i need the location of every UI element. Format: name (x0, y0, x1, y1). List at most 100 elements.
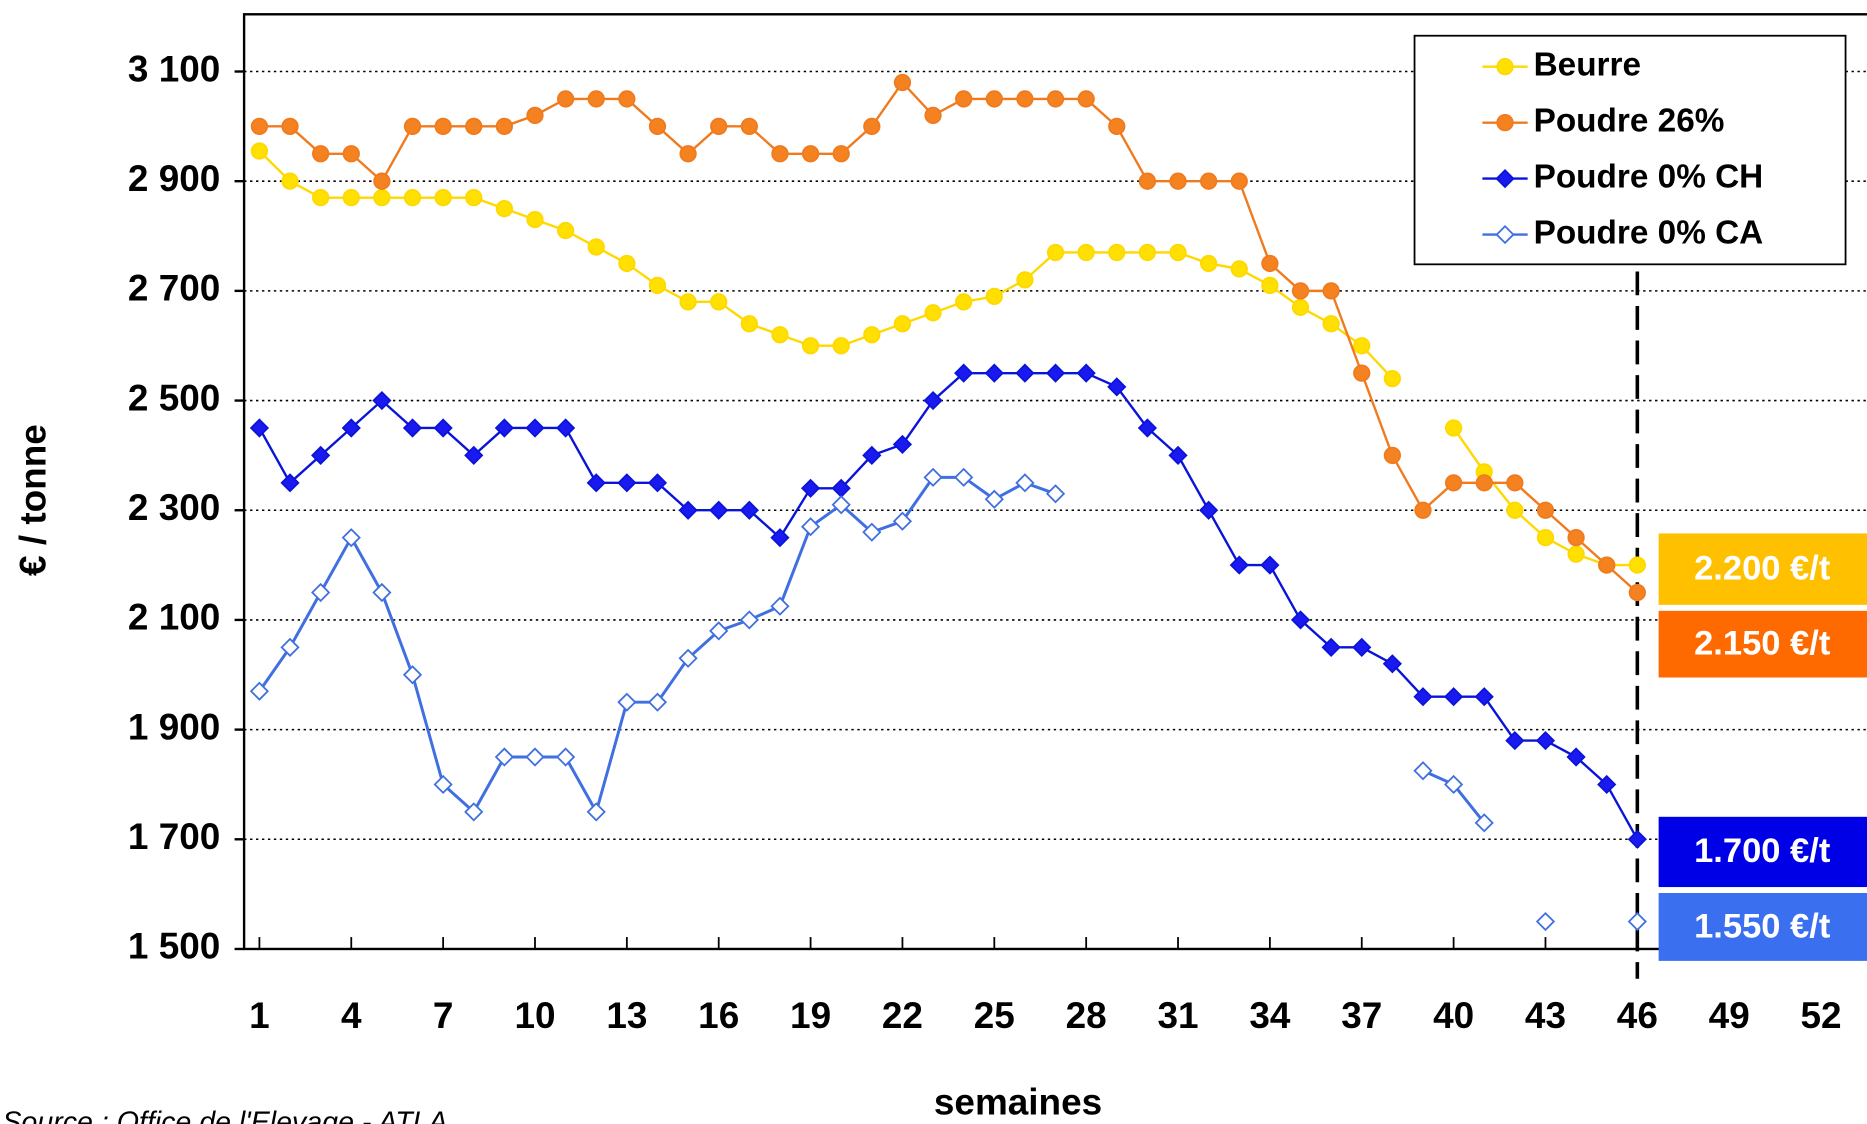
point (770, 596, 790, 616)
point (1016, 90, 1034, 108)
point (955, 90, 973, 108)
point (1413, 687, 1433, 707)
x-tick-label: 34 (1249, 995, 1291, 1036)
x-tick-label: 13 (606, 995, 647, 1036)
point (1077, 90, 1095, 108)
point (312, 189, 330, 207)
point (1169, 243, 1187, 262)
x-tick-label: 46 (1617, 995, 1658, 1036)
point (740, 117, 758, 135)
point (985, 90, 1003, 108)
point (1199, 500, 1219, 520)
point (495, 117, 514, 135)
point (800, 517, 821, 537)
point (832, 145, 850, 163)
point (1414, 501, 1432, 519)
point (494, 418, 514, 438)
point (617, 473, 637, 493)
end-label: 2.150 €/t (1694, 624, 1831, 662)
point (525, 747, 545, 767)
point (1628, 556, 1646, 574)
point (1168, 445, 1188, 465)
point (280, 473, 300, 493)
y-tick-label: 2 100 (128, 597, 220, 638)
point (770, 528, 790, 548)
point (832, 337, 850, 355)
point (1260, 555, 1280, 575)
x-tick-label: 10 (514, 995, 555, 1036)
point (1474, 813, 1494, 833)
point (739, 610, 759, 630)
point (556, 418, 576, 438)
point (617, 692, 637, 712)
point (281, 172, 299, 190)
end-label: 1.700 €/t (1694, 832, 1831, 870)
y-axis-title: € / tonne (12, 424, 53, 576)
end-label-box (1658, 610, 1867, 678)
point (1322, 315, 1340, 333)
x-tick-label: 49 (1709, 995, 1750, 1036)
point (800, 478, 821, 498)
point (893, 315, 912, 333)
series-line (259, 80, 1639, 594)
y-tick-label: 3 100 (128, 48, 220, 89)
point (341, 418, 361, 438)
point (831, 495, 851, 515)
point (403, 117, 422, 135)
y-tick-label: 2 700 (128, 268, 220, 309)
end-label: 1.550 €/t (1694, 907, 1831, 945)
legend-label: Poudre 26% (1534, 102, 1725, 139)
y-tick-label: 1 900 (128, 706, 220, 747)
point (556, 90, 575, 108)
point (1383, 369, 1402, 388)
point (984, 363, 1004, 383)
point (1413, 761, 1433, 781)
point (1382, 654, 1402, 674)
x-tick-label: 37 (1341, 995, 1382, 1036)
legend-label: Beurre (1534, 46, 1641, 83)
point (1627, 829, 1647, 849)
point (1505, 730, 1525, 751)
point (434, 189, 452, 207)
series-line (258, 371, 1639, 840)
source: Source : Office de l'Elevage - ATLA (2, 1107, 447, 1124)
end-label-box (1658, 533, 1867, 605)
point (1536, 529, 1555, 547)
point (312, 145, 330, 163)
point (1597, 774, 1617, 795)
point (1535, 730, 1556, 751)
point (648, 276, 667, 295)
point (862, 445, 882, 465)
end-label-box (1658, 893, 1867, 961)
point (1474, 687, 1494, 707)
y-tick-label: 2 500 (128, 377, 220, 418)
legend-marker (1495, 224, 1515, 245)
point (1444, 774, 1464, 795)
x-tick-label: 25 (974, 995, 1015, 1036)
point (1108, 117, 1126, 135)
end-label-box (1658, 816, 1867, 888)
point (1567, 529, 1585, 547)
x-tick-label: 16 (698, 995, 739, 1036)
point (1076, 363, 1096, 383)
point (1506, 474, 1524, 492)
point (1107, 377, 1127, 397)
point (1108, 243, 1126, 262)
point (1444, 687, 1464, 707)
legend-marker (1495, 169, 1515, 189)
point (647, 473, 668, 493)
end-label: 2.200 €/t (1694, 549, 1831, 587)
point (709, 621, 729, 641)
point (1045, 363, 1066, 383)
point (342, 189, 360, 207)
point (1046, 90, 1065, 108)
legend-marker (1496, 58, 1514, 76)
point (709, 500, 729, 520)
point (1046, 243, 1065, 262)
legend-marker (1496, 114, 1514, 132)
point (465, 117, 483, 135)
point (586, 802, 606, 822)
point (526, 210, 544, 229)
y-tick-label: 1 500 (128, 926, 220, 967)
